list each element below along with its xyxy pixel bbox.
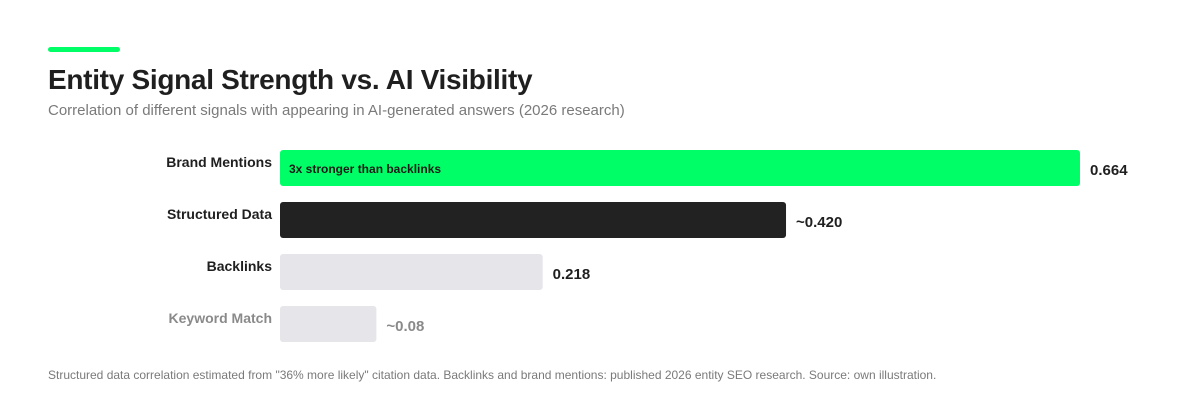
category-label-structured-data: Structured Data [167,206,272,222]
chart-footnote: Structured data correlation estimated fr… [48,368,936,382]
value-label-brand-mentions: 0.664 [1090,162,1128,179]
category-label-keyword-match: Keyword Match [169,310,272,326]
category-label-backlinks: Backlinks [207,258,273,274]
chart-subtitle: Correlation of different signals with ap… [48,102,625,119]
bar-backlinks [280,254,543,290]
bar-keyword-match [280,306,376,342]
bar-annotation: 3x stronger than backlinks [289,162,441,176]
category-label-brand-mentions: Brand Mentions [166,154,272,170]
chart-title: Entity Signal Strength vs. AI Visibility [48,64,532,96]
value-label-keyword-match: ~0.08 [386,318,424,335]
bar-chart: Brand Mentions 0.664 3x stronger than back… [0,140,1200,352]
value-label-backlinks: 0.218 [553,266,591,283]
bar-structured-data [280,202,786,238]
value-label-structured-data: ~0.420 [796,214,842,231]
accent-bar [48,47,120,52]
